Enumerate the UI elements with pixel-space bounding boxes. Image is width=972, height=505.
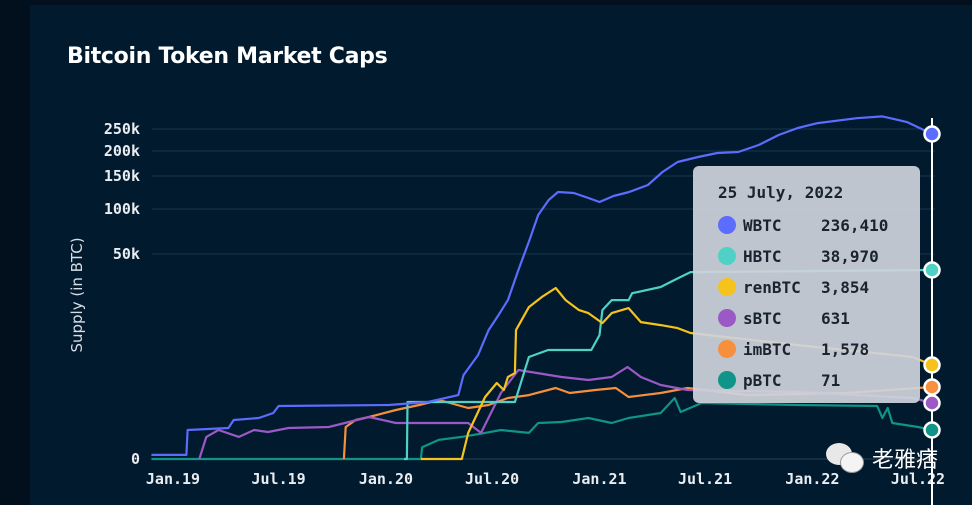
y-tick-label: 0 [131,450,140,468]
y-tick-label: 250k [104,120,140,138]
watermark-text: 老雅痞 [872,448,939,473]
x-tick-label: Jul.21 [678,470,732,488]
tooltip-series-value: 3,854 [821,277,870,297]
legend-dot-icon [718,371,736,389]
legend-dot-icon [718,309,736,327]
tooltip-row: HBTC 38,970 [718,245,879,267]
tooltip-row: imBTC 1,578 [718,338,869,360]
hover-point-imbtc [923,378,941,396]
watermark: 老雅痞 [826,442,938,474]
y-tick-label: 150k [104,167,140,185]
legend-dot-icon [718,247,736,265]
x-tick-label: Jan.19 [146,470,200,488]
series-line-pbtc [151,396,933,461]
hover-point-hbtc [923,261,941,279]
legend-dot-icon [718,340,736,358]
x-tick-label: Jul.20 [465,470,519,488]
x-tick-label: Jan.20 [359,470,413,488]
y-tick-label: 100k [104,200,140,218]
tooltip-row: renBTC 3,854 [718,276,869,298]
x-tick-label: Jul.19 [252,470,306,488]
legend-dot-icon [718,216,736,234]
hover-point-renbtc [923,356,941,374]
series-line-renbtc [420,286,933,461]
tooltip-series-name: WBTC [743,215,782,235]
y-tick-label: 50k [113,245,140,263]
legend-dot-icon [718,278,736,296]
tooltip-series-value: 631 [821,308,850,328]
x-tick-label: Jan.21 [572,470,626,488]
tooltip-series-value: 71 [821,370,841,390]
tooltip: 25 July, 2022 WBTC 236,410 HBTC 38,970 renBT… [693,166,920,403]
chart-title: Bitcoin Token Market Caps [67,44,388,69]
tooltip-series-name: HBTC [743,246,782,266]
tooltip-series-value: 236,410 [821,215,889,235]
hover-point-pbtc [923,421,941,439]
series-line-imbtc [342,385,933,460]
tooltip-series-name: renBTC [743,277,801,297]
tooltip-date: 25 July, 2022 [718,183,844,202]
hover-point-sbtc [923,394,941,412]
x-tick-label: Jan.22 [785,470,839,488]
tooltip-row: pBTC 71 [718,369,840,391]
series-line-sbtc [198,365,933,460]
tooltip-series-name: sBTC [743,308,782,328]
tooltip-series-value: 1,578 [821,339,870,359]
tooltip-series-value: 38,970 [821,246,879,266]
tooltip-series-name: pBTC [743,370,782,390]
tooltip-row: sBTC 631 [718,307,850,329]
tooltip-row: WBTC 236,410 [718,214,888,236]
wechat-icon [826,443,866,473]
y-tick-label: 200k [104,142,140,160]
hover-point-wbtc [923,125,941,143]
series-line-wbtc [151,115,933,456]
tooltip-series-name: imBTC [743,339,792,359]
y-axis-label: Supply (in BTC) [68,237,86,352]
